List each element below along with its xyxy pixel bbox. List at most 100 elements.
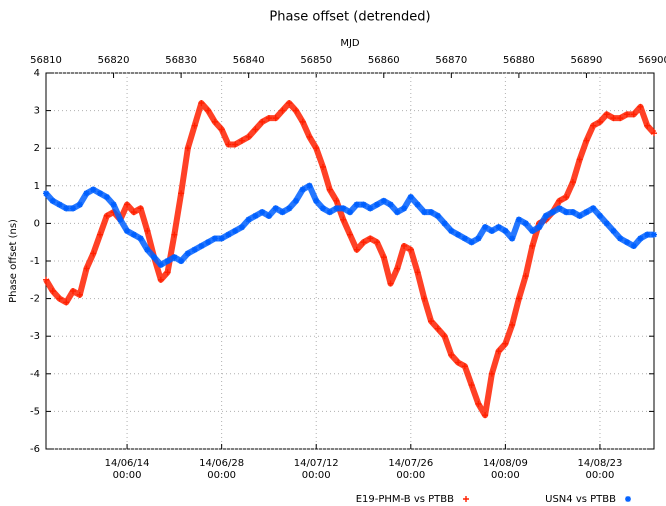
point	[225, 231, 232, 238]
point	[137, 235, 144, 242]
point	[171, 231, 178, 238]
point	[43, 190, 49, 197]
y-tick-label: 3	[34, 106, 40, 117]
point	[610, 115, 617, 122]
point	[482, 412, 489, 419]
point	[448, 227, 455, 234]
point	[144, 246, 151, 253]
point	[630, 242, 637, 249]
point	[441, 333, 448, 340]
point	[522, 220, 529, 227]
point	[184, 145, 191, 152]
point	[488, 227, 495, 234]
point	[144, 227, 151, 234]
point	[651, 231, 657, 238]
point	[515, 295, 522, 302]
point	[360, 239, 367, 246]
point	[468, 382, 475, 389]
point	[637, 103, 644, 110]
point	[245, 133, 252, 140]
point	[178, 258, 185, 264]
point	[178, 190, 185, 197]
point	[238, 224, 245, 231]
point	[76, 201, 83, 208]
point	[401, 242, 408, 249]
point	[596, 118, 603, 125]
y-tick-label: -2	[30, 294, 40, 305]
point	[205, 107, 212, 114]
point	[563, 209, 570, 216]
point	[326, 186, 333, 193]
point	[488, 370, 495, 377]
point	[292, 197, 299, 204]
x2-tick-label: 56880	[503, 55, 535, 66]
point	[374, 239, 381, 246]
point	[272, 115, 279, 122]
y-tick-label: 4	[34, 68, 40, 79]
point	[232, 141, 239, 148]
point	[495, 224, 502, 231]
point	[83, 265, 90, 272]
point	[306, 133, 313, 140]
point	[319, 205, 326, 212]
point	[461, 363, 468, 370]
point	[252, 126, 259, 133]
point	[333, 197, 340, 204]
point	[414, 201, 421, 208]
series-band	[43, 100, 657, 419]
x2-tick-label: 56810	[30, 55, 62, 66]
point	[259, 209, 266, 216]
point	[536, 224, 543, 231]
point	[218, 126, 225, 133]
point	[428, 318, 435, 325]
point	[563, 194, 570, 201]
point	[272, 205, 279, 212]
point	[124, 227, 131, 234]
point	[171, 254, 178, 261]
point	[455, 359, 462, 366]
y-tick-label: 2	[34, 143, 40, 154]
point	[90, 250, 97, 257]
point	[590, 122, 597, 129]
point	[556, 197, 563, 204]
point	[569, 209, 576, 216]
point	[103, 212, 110, 219]
point	[319, 164, 326, 170]
point	[232, 227, 239, 234]
point	[610, 227, 617, 234]
point	[63, 299, 70, 306]
point	[380, 254, 387, 261]
point	[70, 288, 77, 295]
x-tick-label: 14/08/09 00:00	[483, 458, 528, 481]
point	[421, 295, 428, 302]
point	[97, 231, 104, 238]
point	[441, 220, 448, 227]
point	[529, 242, 536, 249]
point	[380, 197, 387, 204]
point	[529, 227, 536, 234]
point	[225, 141, 232, 148]
x2-tick-label: 56830	[165, 55, 197, 66]
x-tick-label: 14/07/12 00:00	[294, 458, 339, 481]
y-tick-label: -5	[30, 406, 40, 417]
point	[211, 235, 218, 242]
point	[265, 115, 272, 122]
point	[306, 182, 313, 189]
point	[623, 111, 630, 118]
y-tick-label: -3	[30, 331, 40, 342]
point	[265, 212, 272, 219]
point	[367, 235, 374, 242]
point	[56, 295, 63, 302]
point	[394, 265, 401, 272]
point	[198, 100, 205, 107]
y-tick-label: -1	[30, 256, 40, 267]
point	[576, 212, 583, 219]
point	[502, 340, 509, 347]
point	[374, 201, 381, 208]
point	[644, 231, 651, 238]
point	[49, 288, 56, 295]
point	[468, 239, 475, 246]
x-tick-label: 14/06/14 00:00	[105, 458, 150, 481]
point	[556, 205, 563, 212]
